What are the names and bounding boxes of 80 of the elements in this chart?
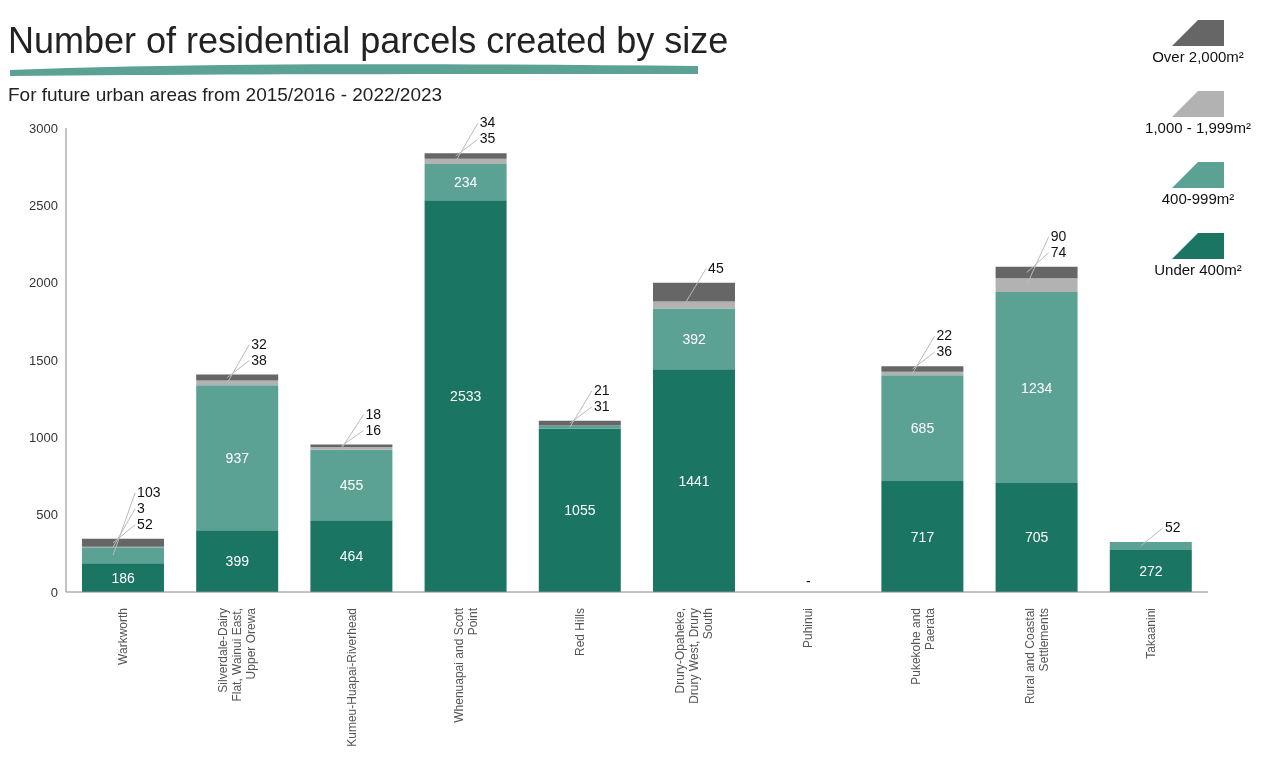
- bar: [995, 266, 1078, 279]
- bar: [652, 308, 735, 370]
- x-tick-label: Takaanini: [1143, 608, 1158, 659]
- bar: [424, 200, 507, 592]
- data-label: 38: [251, 351, 268, 368]
- x-tick-label: Warkworth: [116, 608, 131, 665]
- data-label: 685: [910, 420, 935, 437]
- data-label: 464: [339, 548, 364, 565]
- data-label: 36: [936, 343, 953, 360]
- y-tick-label: 1000: [29, 429, 58, 445]
- bar: [881, 375, 964, 482]
- bar: [538, 428, 621, 592]
- bar: [538, 420, 621, 426]
- y-tick-label: 500: [36, 507, 58, 523]
- data-label: 234: [454, 174, 478, 191]
- bar: [196, 530, 279, 592]
- data-label: 52: [1164, 518, 1181, 535]
- bar: [881, 366, 964, 372]
- data-label: 3: [137, 499, 146, 516]
- data-label: 392: [682, 330, 706, 347]
- x-tick-label: Puhinui: [801, 608, 816, 649]
- data-label: 2533: [450, 388, 482, 405]
- chart-subtitle: For future urban areas from 2015/2016 - 2022/2023: [8, 84, 443, 106]
- data-label: 32: [251, 335, 268, 352]
- bar: [310, 449, 393, 521]
- bar: [81, 538, 164, 547]
- legend-label: 1,000 - 1,999m²: [1145, 119, 1251, 136]
- bar: [652, 369, 735, 592]
- data-label: 186: [111, 569, 135, 586]
- x-tick-label: Whenuapai and Scott Point: [451, 607, 480, 723]
- data-label: 705: [1025, 529, 1049, 546]
- y-tick-label: 2500: [29, 197, 58, 213]
- y-tick-label: 0: [50, 584, 58, 600]
- data-label: 272: [1139, 562, 1163, 579]
- bar: [81, 547, 164, 564]
- data-label: 90: [1050, 227, 1067, 244]
- chart-title: Number of residential parcels created by size: [8, 20, 729, 62]
- bar: [424, 164, 507, 201]
- bar: [881, 481, 964, 592]
- bar: [81, 563, 164, 592]
- data-label: 31: [593, 397, 610, 414]
- bar: [538, 425, 621, 429]
- data-label: 717: [910, 528, 935, 545]
- data-label: 74: [1050, 243, 1067, 260]
- x-tick-label: Kumeu-Huapai-Riverhead: [344, 608, 359, 747]
- legend-label: Over 2,000m²: [1152, 48, 1244, 65]
- bar: [652, 282, 735, 302]
- x-tick-label: Pukekohe and Paerata: [908, 607, 937, 685]
- data-label: 455: [339, 477, 364, 494]
- data-label: 45: [708, 259, 724, 276]
- data-label: -: [805, 573, 811, 589]
- y-tick-label: 2000: [29, 275, 58, 291]
- bar: [1109, 549, 1192, 592]
- x-tick-label: Drury-Opaheke, Drury West, Drury South: [673, 608, 716, 704]
- legend-label: Under 400m²: [1154, 261, 1242, 278]
- bar: [1109, 541, 1192, 550]
- data-label: 16: [365, 421, 382, 438]
- bar: [995, 482, 1078, 592]
- legend-label: 400-999m²: [1161, 190, 1235, 207]
- data-label: 52: [137, 515, 153, 532]
- bar: [424, 153, 507, 159]
- data-label: 1234: [1021, 379, 1053, 396]
- data-label: 399: [225, 553, 250, 570]
- x-tick-label: Rural and Coastal Settlements: [1022, 608, 1051, 705]
- bar: [196, 385, 279, 531]
- y-tick-label: 1500: [29, 352, 58, 368]
- data-label: 103: [137, 483, 161, 500]
- data-label: 22: [936, 327, 953, 344]
- data-label: 35: [479, 130, 496, 147]
- x-tick-label: Silverdale-Dairy Flat, Wainui East, Upper Orewa: [216, 607, 259, 702]
- data-label: 18: [365, 405, 382, 422]
- data-label: 21: [593, 381, 610, 398]
- y-tick-label: 3000: [29, 120, 58, 136]
- data-label: 34: [479, 114, 496, 131]
- data-label: 1055: [564, 502, 596, 519]
- x-tick-label: Red Hills: [572, 608, 587, 657]
- data-label: 937: [225, 449, 250, 466]
- bar: [995, 292, 1078, 483]
- data-label: 1441: [678, 472, 710, 489]
- bar: [310, 520, 393, 592]
